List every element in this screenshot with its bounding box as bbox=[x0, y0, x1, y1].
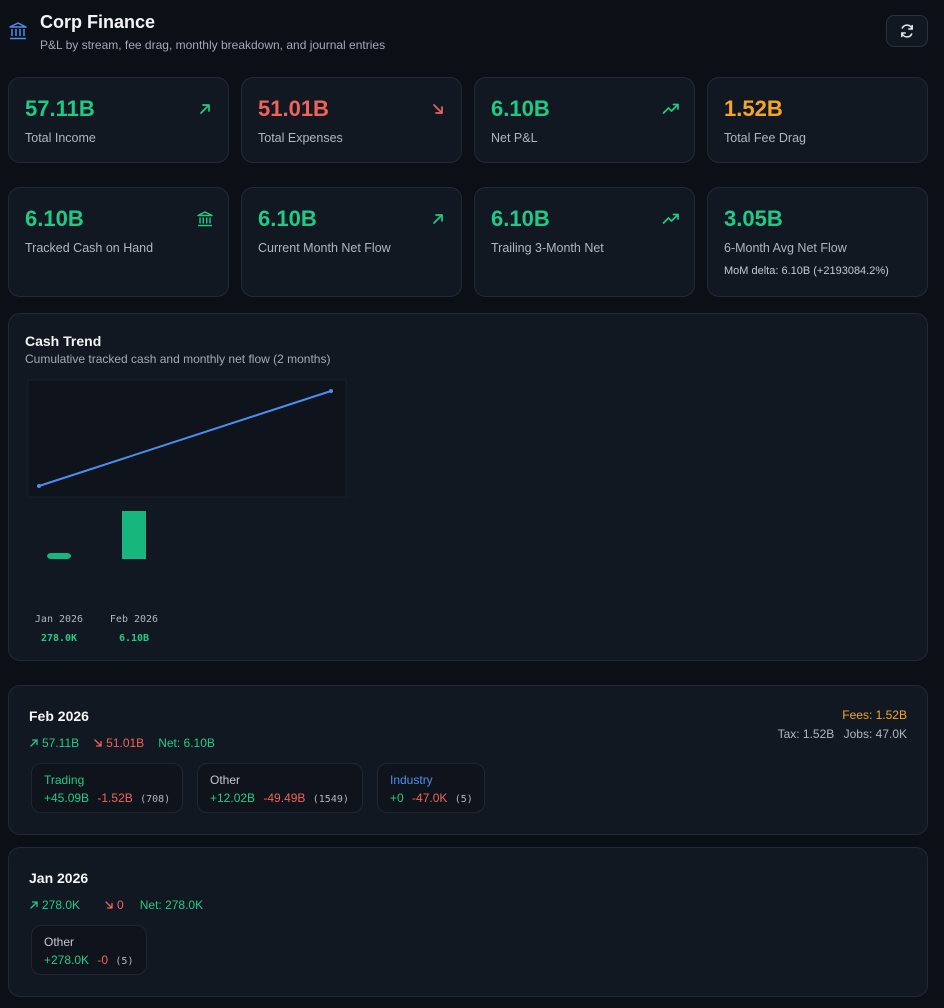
month-summary: 278.0K 0 Net: 278.0K bbox=[29, 898, 203, 912]
month-card-feb-2026: Feb 2026 57.11B 51.01B Net: 6.10B Fees: … bbox=[8, 685, 928, 835]
stream-count: (5) bbox=[115, 956, 134, 967]
stat-card-trailing-3-month-net: 6.10B Trailing 3-Month Net bbox=[474, 187, 695, 297]
stat-card-tracked-cash: 6.10B Tracked Cash on Hand bbox=[8, 187, 229, 297]
stream-name: Other bbox=[210, 773, 241, 787]
stat-label: Total Fee Drag bbox=[724, 131, 806, 145]
month-income-value: 278.0K bbox=[42, 898, 81, 912]
stream-in: +278.0K bbox=[44, 953, 90, 967]
stat-label: Total Expenses bbox=[258, 131, 343, 145]
stream-values: +12.02B -49.49B (1549) bbox=[210, 791, 349, 805]
stat-label: Total Income bbox=[25, 131, 96, 145]
month-title: Feb 2026 bbox=[29, 708, 89, 724]
stat-card-total-fee-drag: 1.52B Total Fee Drag bbox=[707, 77, 928, 163]
stat-value: 51.01B bbox=[258, 96, 329, 121]
stat-value: 3.05B bbox=[724, 206, 783, 231]
stream-out: -47.0K bbox=[412, 791, 448, 805]
stream-chip-trading[interactable]: Trading +45.09B -1.52B (708) bbox=[31, 763, 183, 813]
chart-subtitle: Cumulative tracked cash and monthly net … bbox=[25, 352, 331, 366]
stat-value: 57.11B bbox=[25, 96, 95, 121]
month-expenses-value: 51.01B bbox=[106, 736, 145, 750]
month-fees: Fees: 1.52B bbox=[842, 708, 907, 722]
chart-title: Cash Trend bbox=[25, 333, 102, 349]
arrow-up-right-icon bbox=[200, 104, 210, 114]
arrow-down-right-icon bbox=[433, 104, 443, 114]
arrow-up-right-icon bbox=[433, 214, 443, 224]
stat-label: 6-Month Avg Net Flow bbox=[724, 241, 847, 255]
bar-value-label: 278.0K bbox=[41, 633, 77, 644]
stream-out: -49.49B bbox=[263, 791, 306, 805]
month-summary: 57.11B 51.01B Net: 6.10B bbox=[29, 736, 215, 750]
month-fees-tax: Fees: 1.52B Tax: 1.52B Jobs: 47.0K bbox=[778, 708, 907, 741]
stat-card-total-expenses: 51.01B Total Expenses bbox=[241, 77, 462, 163]
stream-count: (1549) bbox=[312, 794, 349, 805]
stream-name: Industry bbox=[390, 773, 433, 787]
stat-card-current-month-net-flow: 6.10B Current Month Net Flow bbox=[241, 187, 462, 297]
stream-in: +12.02B bbox=[210, 791, 256, 805]
cash-trend-card: Cash Trend Cumulative tracked cash and m… bbox=[8, 313, 928, 661]
month-tax: Tax: 1.52B bbox=[777, 727, 835, 741]
bar-value-label: 6.10B bbox=[119, 633, 149, 644]
bank-icon bbox=[9, 22, 27, 40]
month-expenses: 51.01B bbox=[93, 736, 144, 750]
stream-chip-other[interactable]: Other +12.02B -49.49B (1549) bbox=[197, 763, 363, 813]
net-flow-bar-0 bbox=[47, 553, 71, 559]
page-subtitle: P&L by stream, fee drag, monthly breakdo… bbox=[40, 38, 386, 52]
stat-label: Net P&L bbox=[491, 131, 538, 145]
stream-out: -0 bbox=[97, 953, 109, 967]
stream-count: (5) bbox=[454, 794, 473, 805]
cash-point-0 bbox=[37, 483, 41, 488]
month-net: Net: 278.0K bbox=[139, 898, 204, 912]
month-income: 278.0K bbox=[29, 898, 80, 912]
arrow-up-right-icon bbox=[30, 739, 38, 747]
stream-name: Other bbox=[44, 935, 75, 949]
trending-up-icon bbox=[662, 213, 679, 224]
month-income-value: 57.11B bbox=[42, 736, 80, 750]
trending-up-icon bbox=[662, 103, 679, 114]
x-tick-label: Jan 2026 bbox=[35, 614, 83, 625]
cash-line bbox=[38, 390, 332, 487]
stat-value: 6.10B bbox=[258, 206, 317, 231]
page-header: Corp Finance P&L by stream, fee drag, mo… bbox=[8, 10, 928, 58]
stat-value: 6.10B bbox=[491, 206, 550, 231]
page-title: Corp Finance bbox=[40, 12, 156, 32]
stat-card-total-income: 57.11B Total Income bbox=[8, 77, 229, 163]
stream-count: (708) bbox=[140, 794, 171, 805]
stream-values: +0 -47.0K (5) bbox=[390, 791, 473, 805]
refresh-icon bbox=[901, 24, 913, 38]
stat-label: Tracked Cash on Hand bbox=[25, 241, 154, 255]
stat-label: Trailing 3-Month Net bbox=[491, 241, 604, 255]
stat-value: 6.10B bbox=[25, 206, 84, 231]
refresh-button[interactable] bbox=[886, 15, 928, 47]
month-title: Jan 2026 bbox=[29, 870, 89, 886]
month-income: 57.11B bbox=[29, 736, 79, 750]
month-expenses: 0 bbox=[104, 898, 124, 912]
month-jobs: Jobs: 47.0K bbox=[843, 727, 907, 741]
stat-card-net-pnl: 6.10B Net P&L bbox=[474, 77, 695, 163]
net-flow-bar-1 bbox=[122, 511, 146, 559]
x-tick-label: Feb 2026 bbox=[110, 614, 158, 625]
stream-values: +278.0K -0 (5) bbox=[44, 953, 133, 967]
arrow-down-right-icon bbox=[94, 739, 102, 747]
cash-trend-chart: Jan 2026 Feb 2026 278.0K 6.10B bbox=[27, 379, 347, 644]
arrow-down-right-icon bbox=[105, 901, 113, 909]
stream-in: +0 bbox=[390, 791, 404, 805]
stream-name: Trading bbox=[44, 773, 85, 787]
stat-value: 6.10B bbox=[491, 96, 550, 121]
bank-icon bbox=[197, 211, 213, 227]
month-card-jan-2026: Jan 2026 278.0K 0 Net: 278.0K Other +278… bbox=[8, 847, 928, 997]
stat-value: 1.52B bbox=[724, 96, 783, 121]
stream-values: +45.09B -1.52B (708) bbox=[44, 791, 170, 805]
arrow-up-right-icon bbox=[30, 901, 38, 909]
stream-in: +45.09B bbox=[44, 791, 90, 805]
stat-card-6-month-avg-net-flow: 3.05B 6-Month Avg Net Flow MoM delta: 6.… bbox=[707, 187, 928, 297]
month-expenses-value: 0 bbox=[117, 898, 124, 912]
stream-chip-industry[interactable]: Industry +0 -47.0K (5) bbox=[377, 763, 485, 813]
cash-point-1 bbox=[329, 389, 333, 393]
month-net: Net: 6.10B bbox=[158, 736, 215, 750]
mom-delta-note: MoM delta: 6.10B (+2193084.2%) bbox=[724, 265, 889, 277]
stream-out: -1.52B bbox=[97, 791, 133, 805]
stream-chip-other[interactable]: Other +278.0K -0 (5) bbox=[31, 925, 147, 975]
stat-label: Current Month Net Flow bbox=[258, 241, 391, 255]
